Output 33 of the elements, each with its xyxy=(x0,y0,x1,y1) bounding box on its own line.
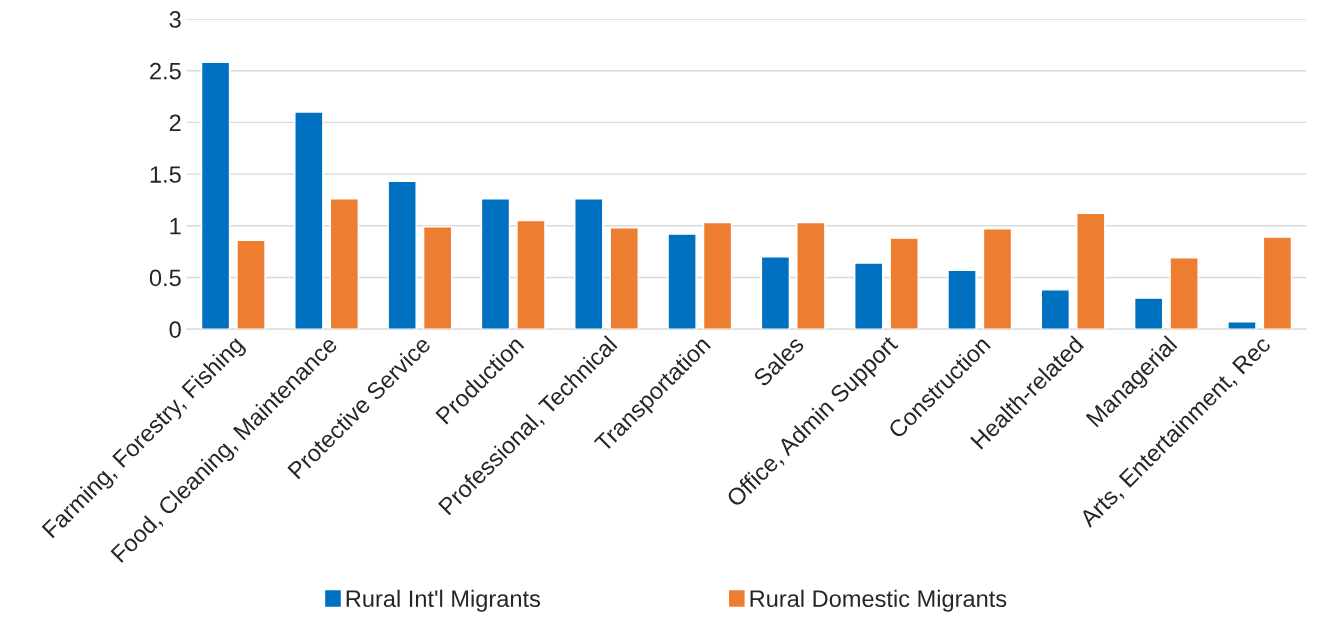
bar xyxy=(760,256,791,330)
bar xyxy=(796,221,826,330)
y-tick-label: 0 xyxy=(169,321,181,338)
bar xyxy=(200,61,231,330)
y-tick-label: 2.5 xyxy=(150,62,181,80)
y-tick-label: 3 xyxy=(169,11,181,28)
bar xyxy=(947,269,977,330)
legend-label: Rural Int'l Migrants xyxy=(346,589,541,612)
bar xyxy=(1133,297,1164,330)
bar xyxy=(667,233,697,330)
bar xyxy=(387,180,417,330)
bar xyxy=(422,226,453,330)
bar xyxy=(294,111,324,330)
bar xyxy=(1040,289,1071,330)
bar xyxy=(574,198,604,330)
bar xyxy=(609,227,639,330)
bar xyxy=(889,237,919,330)
bar xyxy=(236,239,266,330)
y-tick-label: 2 xyxy=(169,114,181,131)
y-tick-label: 1 xyxy=(170,218,181,235)
legend-label: Rural Domestic Migrants xyxy=(750,589,1007,612)
bar xyxy=(1227,321,1257,330)
bar xyxy=(1076,212,1106,330)
y-tick-label: 0.5 xyxy=(149,269,181,287)
bar xyxy=(1169,257,1199,330)
bar xyxy=(329,198,360,330)
bar xyxy=(854,262,884,330)
y-tick-label: 1.5 xyxy=(150,166,181,183)
bar xyxy=(1262,236,1293,330)
bar xyxy=(480,198,511,330)
bar xyxy=(516,219,546,330)
bar xyxy=(702,221,733,330)
bar xyxy=(982,228,1013,330)
